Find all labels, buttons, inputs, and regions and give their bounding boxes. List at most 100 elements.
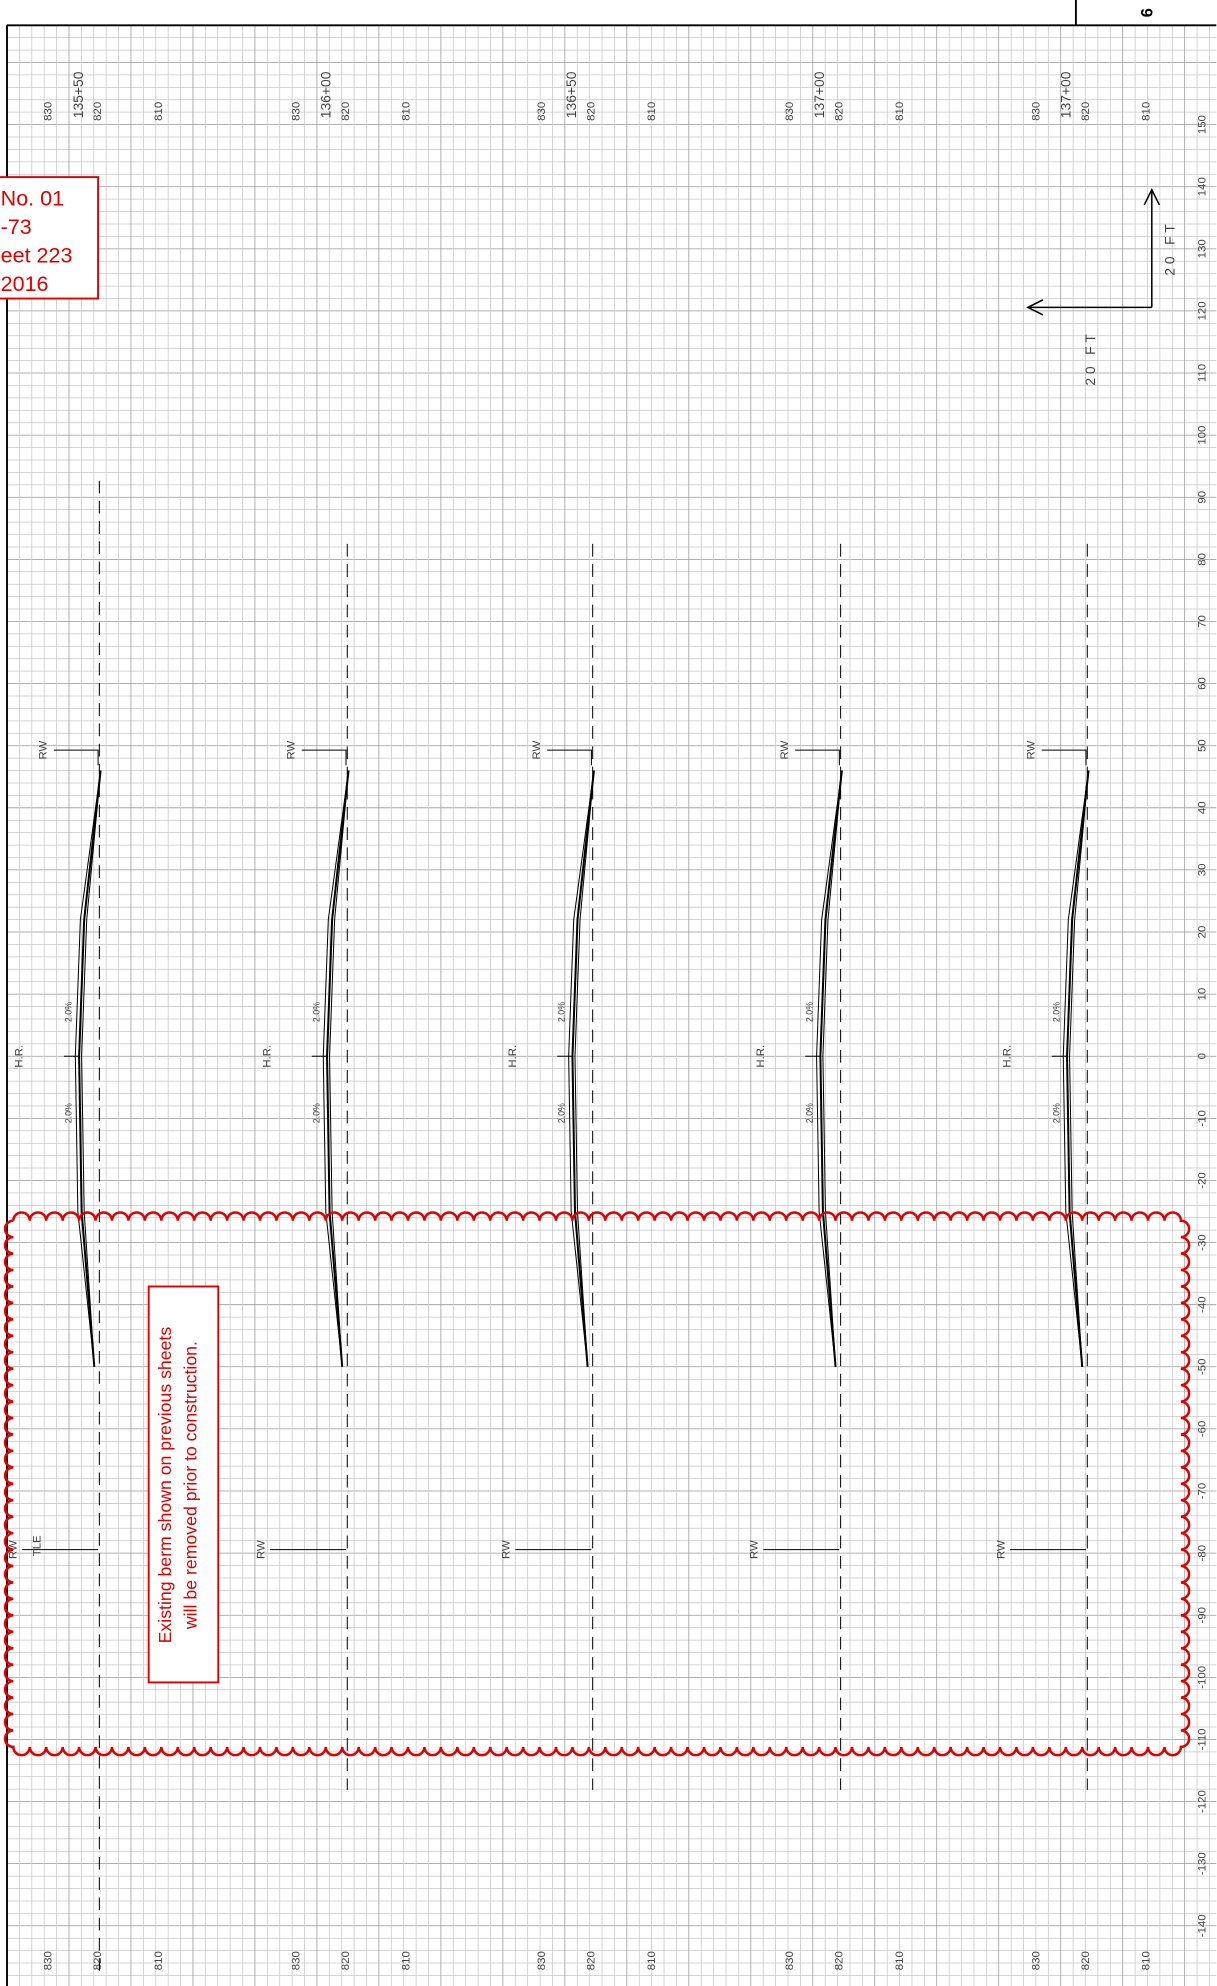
elevation-label: 810	[401, 1951, 413, 1970]
slope-label: 2.0%	[805, 1103, 815, 1123]
elevation-label: 820	[1080, 102, 1092, 121]
revision-line: -73	[1, 215, 32, 239]
station-label: 137+00	[1058, 71, 1074, 118]
hr-label: H.R.	[262, 1045, 274, 1068]
rw-marker	[795, 749, 840, 766]
rw-label: RW	[995, 1540, 1007, 1559]
elevation-label: 820	[1080, 1951, 1092, 1970]
scale-arrows	[1026, 188, 1161, 316]
elevation-label: 830	[291, 102, 303, 121]
hr-label: H.R.	[507, 1045, 519, 1068]
elevation-label: 830	[1031, 102, 1043, 121]
elevation-label: 830	[784, 102, 796, 121]
note-box	[147, 1285, 220, 1684]
offset-label: -20	[1196, 1172, 1208, 1188]
offset-label: 40	[1196, 801, 1208, 814]
proposed-section	[1069, 770, 1090, 1367]
offset-label: -100	[1196, 1666, 1208, 1689]
offset-label: -80	[1196, 1545, 1208, 1561]
rw-marker	[1041, 749, 1087, 766]
elevation-label: 830	[291, 1951, 303, 1970]
rw-label: RW	[38, 740, 50, 759]
elevation-label: 830	[43, 1951, 55, 1970]
elevation-label: 810	[894, 102, 906, 121]
proposed-section	[81, 770, 102, 1367]
slope-label: 2.0%	[63, 1002, 73, 1022]
elevation-label: 830	[536, 1951, 548, 1970]
offset-label: 20	[1196, 926, 1208, 939]
scale-label: 20 FT	[1161, 220, 1177, 275]
tle-label: TLE	[31, 1535, 43, 1556]
offset-label: 150	[1196, 115, 1208, 134]
offset-label: -40	[1196, 1296, 1208, 1312]
offset-label: -60	[1196, 1421, 1208, 1437]
station-label: 135+50	[70, 71, 86, 118]
rw-marker	[53, 749, 99, 766]
proposed-section	[574, 770, 595, 1367]
rw-marker	[547, 749, 592, 766]
slope-label: 2.0%	[63, 1103, 73, 1123]
elevation-label: 820	[340, 1951, 352, 1970]
offset-label: 130	[1196, 239, 1208, 258]
station-label: 136+50	[563, 71, 579, 118]
offset-label: 30	[1196, 864, 1208, 877]
revision-box	[0, 176, 100, 300]
elevation-label: 830	[536, 102, 548, 121]
rw-label: RW	[501, 1540, 513, 1559]
offset-label: 50	[1196, 739, 1208, 752]
slope-label: 2.0%	[557, 1002, 567, 1022]
elevation-label: 810	[646, 1951, 658, 1970]
elevation-label: 810	[1141, 1951, 1153, 1970]
slope-label: 2.0%	[1051, 1103, 1061, 1123]
hr-label: H.R.	[1002, 1045, 1014, 1068]
elevation-label: 830	[784, 1951, 796, 1970]
revision-cloud	[3, 1211, 1191, 1757]
offset-label: 110	[1196, 364, 1208, 382]
note-line: Existing berm shown on previous sheets	[155, 1327, 175, 1644]
offset-label: -110	[1196, 1728, 1208, 1750]
station-label: 136+00	[318, 71, 334, 118]
revision-line: 2016	[1, 272, 49, 296]
offset-label: -90	[1196, 1607, 1208, 1623]
hr-label: H.R.	[755, 1045, 767, 1068]
offset-label: -30	[1196, 1234, 1208, 1250]
elevation-label: 810	[401, 102, 413, 121]
offset-label: 100	[1196, 426, 1208, 445]
offset-label: -120	[1196, 1790, 1208, 1813]
rw-marker	[301, 749, 347, 766]
elevation-label: 830	[43, 102, 55, 121]
revision-text: No. 01 -73 eet 223 2016	[1, 187, 73, 296]
slope-label: 2.0%	[1051, 1002, 1061, 1022]
drawing: 1501401301201101009080706050403020100-10…	[7, 71, 1208, 1974]
station-label: 137+00	[811, 71, 827, 118]
offset-label: 60	[1196, 677, 1208, 690]
elevation-label: 820	[92, 1951, 104, 1970]
elevation-label: 820	[340, 102, 352, 121]
rw-label: RW	[1026, 740, 1038, 759]
elevation-label: 810	[1141, 102, 1153, 121]
offset-label: 70	[1196, 615, 1208, 628]
offset-label: -50	[1196, 1359, 1208, 1375]
proposed-section	[329, 770, 350, 1367]
hr-label: H.R.	[14, 1045, 26, 1068]
elevation-label: 810	[646, 102, 658, 121]
rw-label: RW	[286, 740, 298, 759]
slope-label: 2.0%	[311, 1103, 321, 1123]
offset-label: -70	[1196, 1483, 1208, 1499]
revision-line: eet 223	[1, 243, 73, 267]
offset-label: 0	[1196, 1053, 1208, 1059]
slope-label: 2.0%	[311, 1002, 321, 1022]
slope-label: 2.0%	[805, 1002, 815, 1022]
elevation-label: 820	[92, 102, 104, 121]
rw-label: RW	[779, 740, 791, 759]
elevation-label: 820	[833, 102, 845, 121]
rw-label: RW	[749, 1540, 761, 1559]
rw-label: RW	[531, 740, 543, 759]
offset-label: 10	[1196, 988, 1208, 1001]
elevation-label: 820	[585, 1951, 597, 1970]
elevation-label: 830	[1031, 1951, 1043, 1970]
proposed-section	[822, 770, 843, 1367]
offset-label: -140	[1196, 1914, 1208, 1937]
